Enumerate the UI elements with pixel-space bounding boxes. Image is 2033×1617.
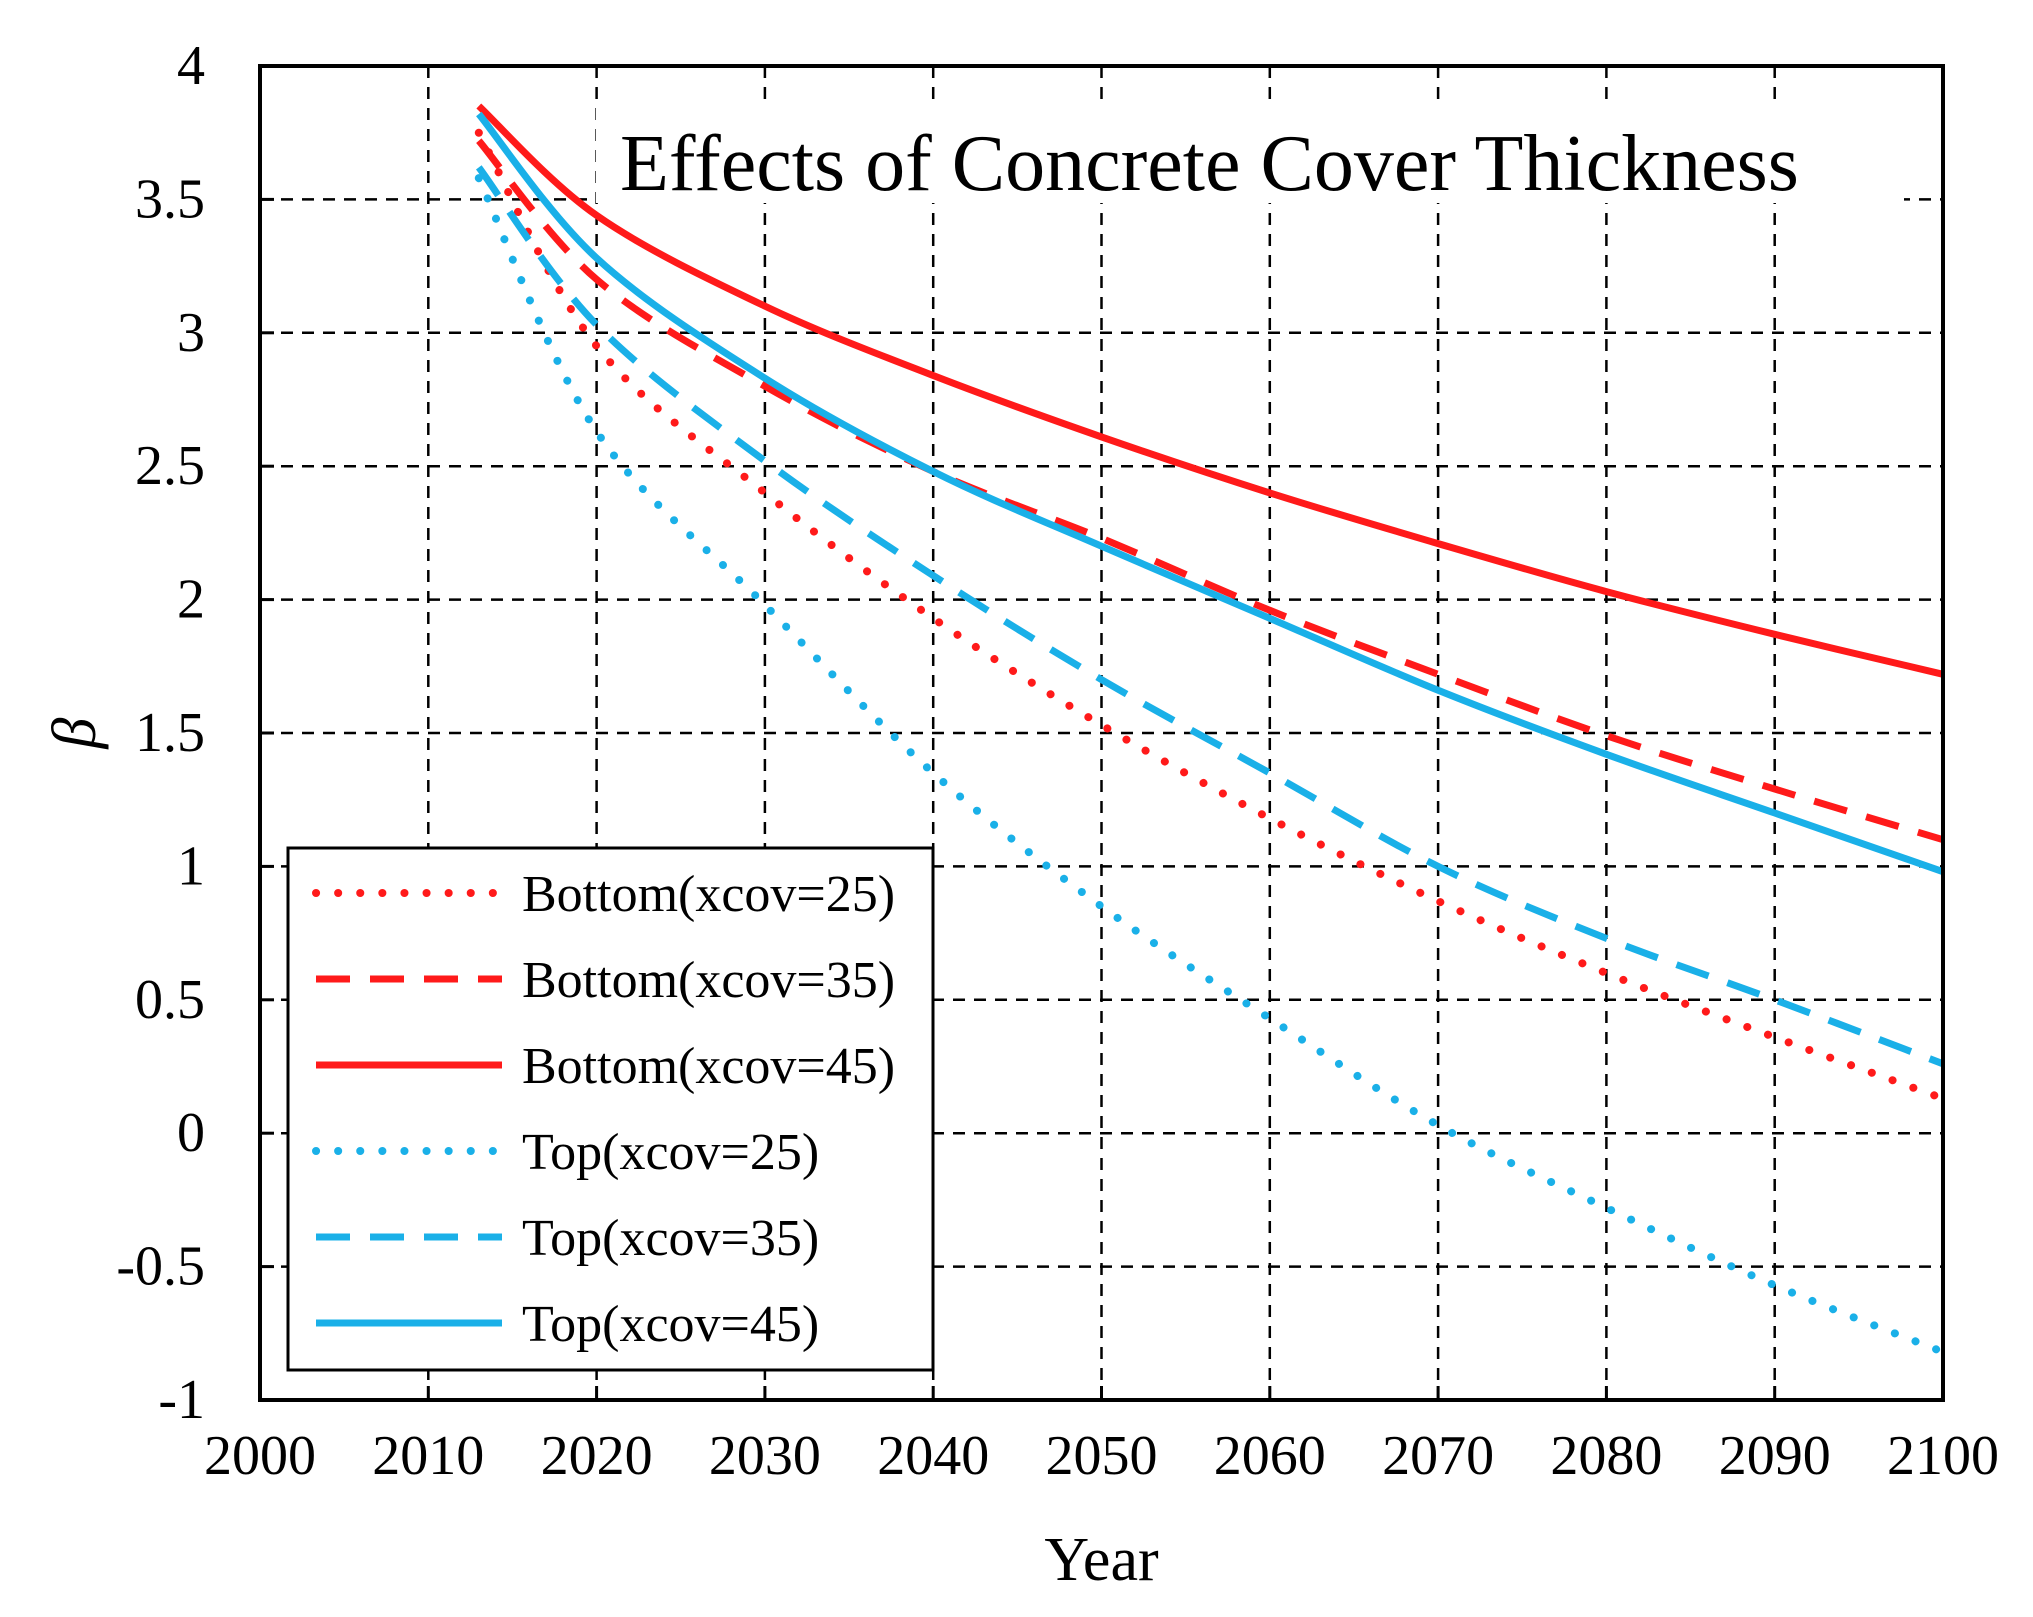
series-line-4 <box>474 174 1947 1356</box>
legend-label: Top(xcov=45) <box>522 1296 819 1353</box>
x-tick-label: 2050 <box>1046 1425 1158 1487</box>
x-tick-labels: 2000 2010 2020 2030 2040 2050 2060 2070 2080 2090… <box>204 1425 1999 1487</box>
y-tick-label: 3.5 <box>135 168 205 230</box>
legend-label: Bottom(xcov=25) <box>522 866 895 923</box>
legend-label: Bottom(xcov=45) <box>522 1038 895 1095</box>
legend-label: Top(xcov=35) <box>522 1210 819 1267</box>
y-axis-title: β <box>41 717 109 749</box>
series-line-5 <box>475 165 1945 1068</box>
x-tick-label: 2070 <box>1382 1425 1494 1487</box>
axis-ticks <box>258 64 1945 1402</box>
y-tick-label: 1 <box>177 835 205 897</box>
title-box <box>596 100 1904 203</box>
x-tick-label: 2040 <box>877 1425 989 1487</box>
series-line-6 <box>476 111 1945 876</box>
series-line-3 <box>476 103 1944 678</box>
x-tick-label: 2010 <box>372 1425 484 1487</box>
legend-label: Bottom(xcov=35) <box>522 952 895 1009</box>
legend-box <box>286 846 935 1372</box>
y-tick-label: 0 <box>177 1102 205 1164</box>
y-tick-labels: -1 -0.5 0 0.5 1 1.5 2 2.5 3 3.5 4 <box>116 35 205 1431</box>
y-tick-label: 1.5 <box>135 702 205 764</box>
y-tick-label: 3 <box>177 302 205 364</box>
x-axis-title: Year <box>1044 1526 1159 1594</box>
y-tick-label: 4 <box>177 35 205 97</box>
chart-title: Effects of Concrete Cover Thickness <box>620 120 1799 208</box>
x-tick-label: 2000 <box>204 1425 316 1487</box>
x-tick-label: 2060 <box>1214 1425 1326 1487</box>
y-tick-label: -0.5 <box>116 1236 205 1298</box>
y-tick-label: -1 <box>158 1369 205 1431</box>
legend-label: Top(xcov=25) <box>522 1124 819 1181</box>
series-line-2 <box>476 138 1945 844</box>
legend: Bottom(xcov=25) Bottom(xcov=35) Bottom(xco… <box>286 846 935 1372</box>
y-tick-label: 2.5 <box>135 435 205 497</box>
series-lines <box>474 103 1947 1356</box>
y-tick-label: 0.5 <box>135 969 205 1031</box>
x-tick-label: 2020 <box>541 1425 653 1487</box>
series-line-1 <box>474 128 1947 1103</box>
x-tick-label: 2100 <box>1887 1425 1999 1487</box>
x-tick-label: 2090 <box>1719 1425 1831 1487</box>
x-tick-label: 2030 <box>709 1425 821 1487</box>
y-tick-label: 2 <box>177 569 205 631</box>
x-tick-label: 2080 <box>1550 1425 1662 1487</box>
